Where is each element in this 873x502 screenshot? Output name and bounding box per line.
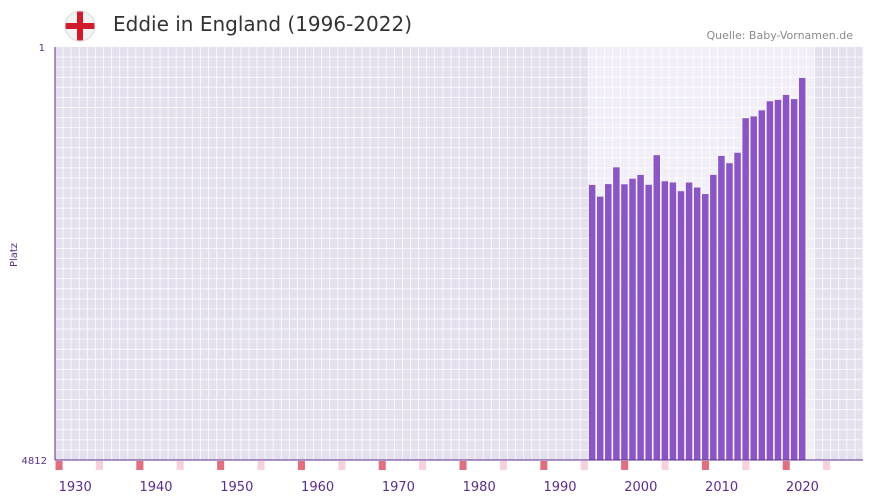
bar-1995 — [596, 196, 604, 460]
year-marker-1993 — [580, 461, 588, 470]
y-axis-bottom-label: 4812 — [22, 456, 47, 467]
x-tick-label-1970: 1970 — [382, 480, 415, 495]
bar-2014 — [750, 116, 757, 461]
bar-2019 — [790, 99, 798, 460]
bar-2020 — [798, 77, 806, 460]
bar-2012 — [734, 152, 741, 460]
year-marker-1983 — [499, 461, 507, 470]
year-marker-1953 — [257, 461, 265, 470]
year-marker-1938 — [136, 461, 144, 470]
y-axis-title: Platz — [9, 243, 20, 267]
bar-2005 — [677, 191, 685, 461]
year-marker-1973 — [419, 461, 427, 470]
year-marker-1928 — [55, 461, 63, 470]
year-marker-2008 — [701, 461, 709, 470]
bar-1994 — [588, 184, 596, 460]
x-tick-label-2000: 2000 — [624, 480, 657, 495]
year-marker-2023 — [823, 461, 831, 470]
chart-title: Eddie in England (1996-2022) — [113, 12, 413, 36]
year-marker-2018 — [782, 461, 790, 470]
bar-2004 — [669, 182, 677, 460]
year-marker-1948 — [217, 461, 225, 470]
year-marker-1968 — [378, 461, 386, 470]
bar-2007 — [693, 187, 701, 460]
bar-2016 — [766, 101, 774, 460]
year-marker-2003 — [661, 461, 669, 470]
bar-2013 — [742, 118, 749, 460]
bar-2003 — [661, 181, 669, 461]
year-marker-1958 — [297, 461, 305, 470]
bar-2001 — [645, 184, 652, 460]
x-tick-label-2010: 2010 — [705, 480, 738, 495]
x-tick-label-1960: 1960 — [301, 480, 334, 495]
x-tick-label-1990: 1990 — [543, 480, 576, 495]
y-axis-top-label: 1 — [39, 43, 45, 54]
year-marker-1933 — [95, 461, 103, 470]
bar-2002 — [653, 155, 660, 461]
x-tick-label-1950: 1950 — [220, 480, 253, 495]
source-credit: Quelle: Baby-Vornamen.de — [706, 29, 853, 42]
bar-2009 — [710, 174, 717, 460]
x-tick-label-1930: 1930 — [59, 480, 92, 495]
year-marker-1988 — [540, 461, 548, 470]
bar-1999 — [629, 178, 636, 460]
bar-2017 — [774, 99, 782, 460]
bar-2006 — [685, 182, 693, 460]
bar-1997 — [613, 167, 620, 460]
bar-2011 — [726, 163, 733, 460]
grid-lines — [54, 47, 864, 460]
year-marker-2013 — [742, 461, 750, 470]
x-tick-label-2020: 2020 — [786, 480, 819, 495]
bar-1998 — [621, 184, 628, 460]
bar-2000 — [637, 174, 644, 460]
year-marker-1943 — [176, 461, 184, 470]
year-marker-1963 — [338, 461, 346, 470]
year-marker-1978 — [459, 461, 467, 470]
bar-1996 — [605, 184, 612, 460]
x-tick-label-1980: 1980 — [463, 480, 496, 495]
year-marker-1998 — [621, 461, 629, 470]
x-tick-label-1940: 1940 — [139, 480, 172, 495]
england-flag-icon — [64, 10, 96, 42]
bar-2008 — [702, 194, 709, 461]
bar-2018 — [782, 94, 790, 460]
bar-2010 — [718, 155, 725, 460]
bar-2015 — [758, 110, 766, 460]
